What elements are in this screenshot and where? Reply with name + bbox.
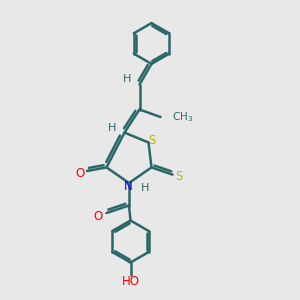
Text: HO: HO: [122, 274, 140, 288]
Text: H: H: [140, 183, 149, 194]
Text: N: N: [124, 180, 133, 193]
Text: S: S: [149, 134, 156, 148]
Text: H: H: [107, 123, 116, 134]
Text: O: O: [75, 167, 84, 180]
Text: S: S: [175, 170, 182, 184]
Text: CH$_3$: CH$_3$: [172, 111, 193, 124]
Text: O: O: [94, 210, 103, 223]
Text: H: H: [122, 74, 131, 84]
